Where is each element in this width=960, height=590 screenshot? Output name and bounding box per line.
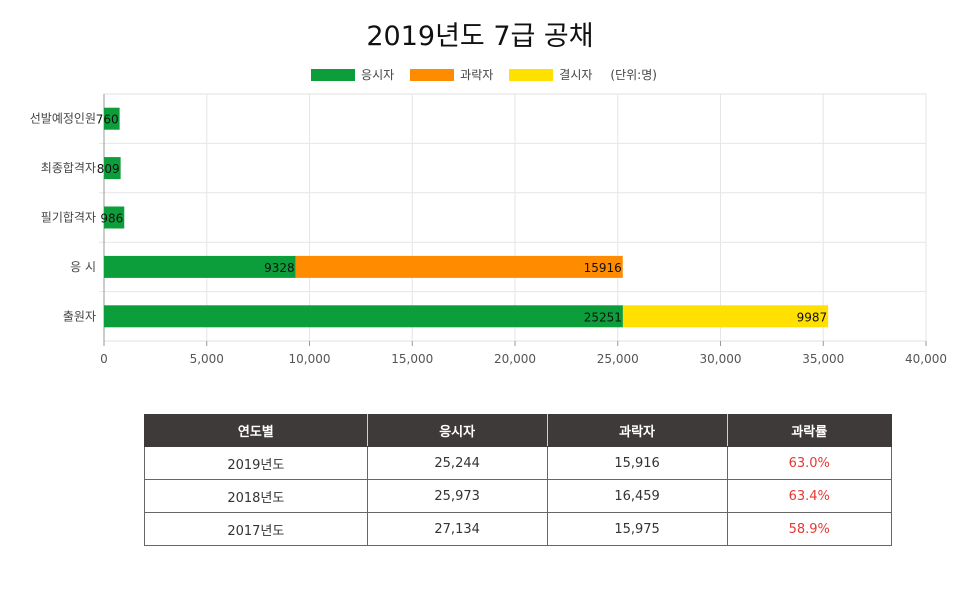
legend-unit: (단위:명) bbox=[610, 68, 657, 82]
bar-segment bbox=[104, 157, 121, 180]
legend-item-failed[interactable]: 과락자 bbox=[410, 66, 493, 83]
bar-segment bbox=[622, 305, 829, 328]
legend-item-absent[interactable]: 결시자 bbox=[509, 66, 592, 83]
bar-segment bbox=[104, 255, 296, 278]
chart-title: 2019년도 7급 공채 bbox=[366, 21, 594, 52]
table-header-applicants: 응시자 bbox=[366, 414, 548, 447]
y-category-label: 최종합격자 bbox=[41, 161, 96, 175]
y-category-label: 출원자 bbox=[63, 309, 96, 323]
x-tick-label: 15,000 bbox=[391, 352, 433, 366]
legend-swatch-absent bbox=[509, 68, 554, 81]
bar-segment bbox=[104, 206, 125, 229]
table-header-failed: 과락자 bbox=[546, 414, 728, 447]
bar-data-label: 809 bbox=[97, 162, 120, 176]
table-cell-failed: 15,975 bbox=[546, 512, 728, 546]
bar-data-label: 15916 bbox=[584, 261, 622, 275]
x-tick-label: 5,000 bbox=[190, 352, 224, 366]
table-row: 2018년도 25,973 16,459 63.4% bbox=[144, 479, 893, 513]
legend-label-failed: 과락자 bbox=[460, 68, 494, 82]
legend-swatch-failed bbox=[410, 68, 455, 81]
y-category-label: 선발예정인원 bbox=[30, 112, 96, 126]
bar-data-label: 986 bbox=[100, 212, 123, 226]
legend: 응시자 과락자 결시자 (단위:명) bbox=[0, 66, 960, 83]
bar-data-label: 760 bbox=[96, 113, 119, 127]
table-cell-failed: 15,916 bbox=[546, 446, 728, 480]
bar-chart: 0 5,000 10,000 15,000 20,000 25,000 30,000 35,0… bbox=[30, 93, 947, 366]
table-header-row: 연도별 응시자 과락자 과락률 bbox=[144, 414, 893, 447]
table-cell-year: 2017년도 bbox=[144, 512, 368, 546]
table-header-year: 연도별 bbox=[144, 414, 368, 447]
table-row: 2019년도 25,244 15,916 63.0% bbox=[144, 446, 893, 480]
table-cell-applicants: 25,244 bbox=[366, 446, 548, 480]
legend-swatch-applicants bbox=[311, 68, 356, 81]
stats-table: 연도별 응시자 과락자 과락률 2019년도 25,244 15,916 63.… bbox=[144, 414, 893, 546]
y-category-label: 필기합격자 bbox=[41, 211, 96, 225]
x-tick-label: 40,000 bbox=[905, 352, 947, 366]
table-row: 2017년도 27,134 15,975 58.9% bbox=[144, 512, 893, 546]
bar-segment bbox=[295, 255, 623, 278]
table-cell-fail-rate: 58.9% bbox=[726, 512, 893, 546]
table-cell-year: 2019년도 bbox=[144, 446, 368, 480]
table-header-fail-rate: 과락률 bbox=[726, 414, 893, 447]
table-cell-year: 2018년도 bbox=[144, 479, 368, 513]
table-cell-applicants: 25,973 bbox=[366, 479, 548, 513]
legend-label-absent: 결시자 bbox=[559, 68, 593, 82]
bar-data-label: 9328 bbox=[264, 261, 295, 275]
x-tick-label: 20,000 bbox=[494, 352, 536, 366]
x-tick-label: 0 bbox=[100, 352, 108, 366]
bar-data-label: 25251 bbox=[584, 310, 622, 324]
table-cell-fail-rate: 63.0% bbox=[726, 446, 893, 480]
x-tick-label: 10,000 bbox=[289, 352, 331, 366]
legend-label-applicants: 응시자 bbox=[361, 68, 395, 82]
legend-item-applicants[interactable]: 응시자 bbox=[311, 66, 394, 83]
table-cell-fail-rate: 63.4% bbox=[726, 479, 893, 513]
x-tick-label: 35,000 bbox=[802, 352, 844, 366]
table-cell-failed: 16,459 bbox=[546, 479, 728, 513]
bar-segment bbox=[104, 107, 120, 130]
x-tick-label: 25,000 bbox=[597, 352, 639, 366]
bar-segment bbox=[104, 305, 623, 328]
bar-data-label: 9987 bbox=[797, 310, 828, 324]
x-tick-label: 30,000 bbox=[700, 352, 742, 366]
y-category-label: 응 시 bbox=[70, 260, 96, 274]
table-cell-applicants: 27,134 bbox=[366, 512, 548, 546]
